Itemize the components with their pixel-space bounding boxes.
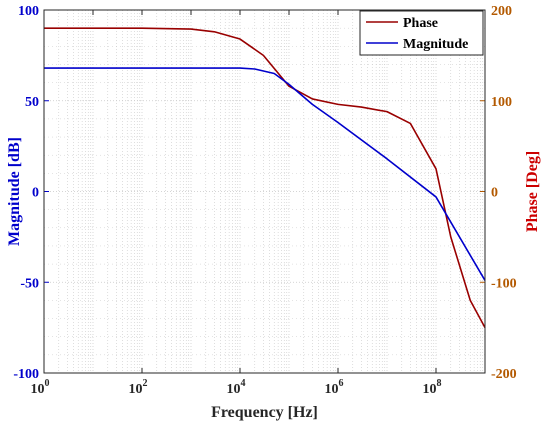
x-axis-title: Frequency [Hz] [211, 404, 318, 421]
plot-frame [43, 9, 486, 374]
series-layer [44, 27, 486, 329]
legend-label-phase: Phase [403, 16, 438, 31]
series-line-magnitude [44, 67, 486, 281]
left-y-tick-label: 50 [25, 95, 39, 110]
legend: Phase Magnitude [359, 10, 484, 56]
right-y-tick-label: -200 [491, 367, 517, 382]
x-tick-label: 106 [325, 378, 344, 397]
right-y-tick-label: 200 [491, 4, 512, 19]
legend-label-magnitude: Magnitude [403, 37, 468, 52]
left-axis-title: Magnitude [dB] [6, 137, 23, 246]
x-tick-label: 104 [227, 378, 246, 397]
x-tick-label: 102 [129, 378, 148, 397]
right-y-tick-label: 0 [491, 186, 498, 201]
left-y-tick-label: -100 [13, 367, 39, 382]
left-y-tick-label: 100 [18, 4, 39, 19]
right-y-tick-label: 100 [491, 95, 512, 110]
x-tick-label: 108 [423, 378, 442, 397]
left-y-tick-label: 0 [32, 186, 39, 201]
x-tick-label: 100 [31, 378, 50, 397]
right-axis-title: Phase [Deg] [524, 151, 541, 232]
series-line-phase [44, 27, 486, 329]
right-y-tick-label: -100 [491, 276, 517, 291]
legend-box [359, 10, 484, 56]
left-y-tick-label: -50 [20, 276, 39, 291]
